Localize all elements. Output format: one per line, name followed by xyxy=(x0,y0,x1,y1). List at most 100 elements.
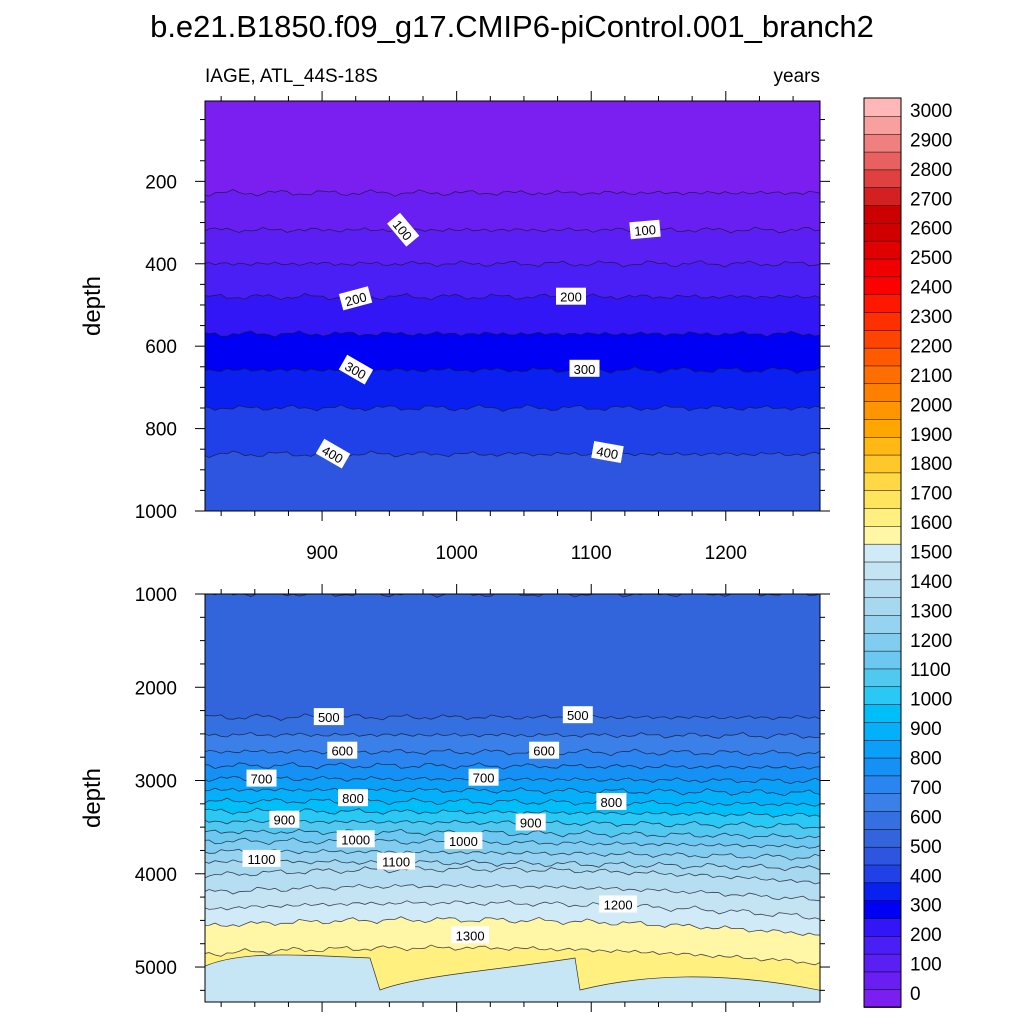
chart-title: b.e21.B1850.f09_g17.CMIP6-piControl.001_… xyxy=(150,9,874,44)
colorbar-swatch-1200 xyxy=(863,561,902,581)
lower-contour-line-550 xyxy=(205,731,820,740)
colorbar-swatch-1250 xyxy=(863,543,902,563)
lower-y-axis-label: depth xyxy=(79,768,106,828)
upper-contour-line-150 xyxy=(205,260,820,268)
lower-contour-label-9: 900 xyxy=(515,813,546,831)
colorbar-swatch-2200 xyxy=(863,204,902,224)
colorbar-swatch-100 xyxy=(863,953,902,973)
upper-contour-line-350 xyxy=(205,404,820,412)
colorbar-swatch-1100 xyxy=(863,596,902,616)
lower-contour-label-box xyxy=(451,926,490,944)
upper-y-tick-label: 200 xyxy=(145,172,177,193)
lower-contour-label-text: 800 xyxy=(601,795,623,810)
upper-y-tick-label: 800 xyxy=(145,420,177,441)
lower-contour-label-11: 1000 xyxy=(444,832,483,850)
upper-contour-label-box xyxy=(338,354,374,385)
lower-contour-lines xyxy=(205,594,820,966)
lower-contour-label-text: 1200 xyxy=(604,898,633,913)
colorbar-swatch-1900 xyxy=(863,311,902,331)
lower-contour-label-text: 1100 xyxy=(248,852,276,867)
upper-contour-label-box xyxy=(338,286,373,311)
colorbar-label: 2000 xyxy=(910,395,952,416)
colorbar-swatch-750 xyxy=(863,721,902,741)
lower-y-tick-label: 3000 xyxy=(135,772,177,793)
lower-contour-label-0: 500 xyxy=(313,708,344,726)
colorbar-swatch-0 xyxy=(863,988,902,1008)
colorbar-swatch-1750 xyxy=(863,365,902,385)
upper-contour-label-3: 200 xyxy=(556,287,586,305)
lower-depth-panel: 500 500 600 600 700 700 800 800 900 900 1000 1000 11… xyxy=(79,584,830,1012)
lower-contour-label-box xyxy=(529,741,560,759)
colorbar-swatch-1500 xyxy=(863,454,902,474)
lower-y-tick-label: 1000 xyxy=(135,585,177,606)
lower-contour-line-900 xyxy=(205,819,820,829)
colorbar-swatch-150 xyxy=(863,935,902,955)
upper-x-tick-label: 900 xyxy=(306,543,338,564)
colorbar-swatch-1800 xyxy=(863,347,902,367)
colorbar-swatch-250 xyxy=(863,899,902,919)
lower-contour-label-box xyxy=(336,830,375,848)
lower-contour-line-850 xyxy=(205,807,820,818)
lower-contour-label-13: 1100 xyxy=(377,852,416,870)
colorbar-swatch-1350 xyxy=(863,507,902,527)
colorbar-swatch-2000 xyxy=(863,275,902,295)
lower-contour-label-box xyxy=(515,813,546,831)
colorbar-swatch-1600 xyxy=(863,418,902,438)
lower-y-tick-label: 2000 xyxy=(135,678,177,699)
lower-contour-line-1200 xyxy=(205,883,820,902)
lower-contour-label-3: 600 xyxy=(529,741,560,759)
lower-contour-label-box xyxy=(377,852,416,870)
upper-contour-line-200 xyxy=(205,293,820,301)
colorbar-swatch-900 xyxy=(863,668,902,688)
lower-contour-label-text: 600 xyxy=(331,744,353,759)
upper-x-tick-label: 1100 xyxy=(571,543,612,564)
colorbar: 3000290028002700260025002400230022002100… xyxy=(863,97,952,1008)
lower-contour-label-10: 1000 xyxy=(336,830,375,848)
upper-contour-label-7: 400 xyxy=(591,441,624,463)
colorbar-swatches xyxy=(863,97,902,1008)
colorbar-label: 1000 xyxy=(910,690,952,711)
lower-contour-label-text: 700 xyxy=(473,771,495,786)
lower-contour-line-1300 xyxy=(205,916,820,936)
colorbar-label: 2300 xyxy=(910,307,952,328)
colorbar-label: 800 xyxy=(910,749,942,770)
colorbar-swatch-350 xyxy=(863,864,902,884)
colorbar-swatch-1150 xyxy=(863,578,902,598)
upper-contour-line-250 xyxy=(205,330,820,338)
lower-plot-frame xyxy=(204,593,821,1003)
upper-contour-label-text: 300 xyxy=(574,362,596,377)
lower-contour-label-5: 700 xyxy=(468,768,499,786)
colorbar-swatch-400 xyxy=(863,846,902,866)
lower-band-1400 xyxy=(205,954,820,1002)
colorbar-swatch-2450 xyxy=(863,115,902,135)
colorbar-swatch-600 xyxy=(863,775,902,794)
colorbar-label: 2900 xyxy=(910,130,952,151)
upper-contour-line-400 xyxy=(205,450,820,459)
colorbar-label: 400 xyxy=(910,866,942,887)
lower-contour-line-600 xyxy=(205,748,820,757)
lower-contour-label-text: 600 xyxy=(533,744,555,759)
lower-contour-label-1: 500 xyxy=(562,706,593,724)
lower-contour-label-text: 1000 xyxy=(449,834,478,849)
upper-contour-label-box xyxy=(387,212,420,247)
colorbar-swatch-1000 xyxy=(863,632,902,652)
lower-contour-label-4: 700 xyxy=(246,769,277,787)
colorbar-label: 500 xyxy=(910,837,942,858)
upper-y-axis-label: depth xyxy=(79,276,106,336)
colorbar-label: 2700 xyxy=(910,189,952,210)
upper-contour-line-100 xyxy=(205,226,820,234)
colorbar-frame xyxy=(863,97,902,1008)
colorbar-label: 1600 xyxy=(910,513,952,534)
lower-contour-line-650 xyxy=(205,762,820,770)
upper-axis-ticks: 900 1000 1100 1200 200 400 600 800 1000 xyxy=(135,91,830,564)
upper-contour-label-2: 200 xyxy=(338,286,373,311)
lower-contour-label-14: 1200 xyxy=(599,895,638,913)
lower-contour-label-text: 1100 xyxy=(382,855,410,870)
colorbar-label: 0 xyxy=(910,984,921,1005)
lower-contour-line-1100 xyxy=(205,859,820,872)
lower-contour-label-6: 800 xyxy=(338,789,368,807)
upper-contour-label-text: 100 xyxy=(634,222,657,239)
colorbar-swatch-2150 xyxy=(863,222,902,242)
colorbar-swatch-200 xyxy=(863,917,902,937)
